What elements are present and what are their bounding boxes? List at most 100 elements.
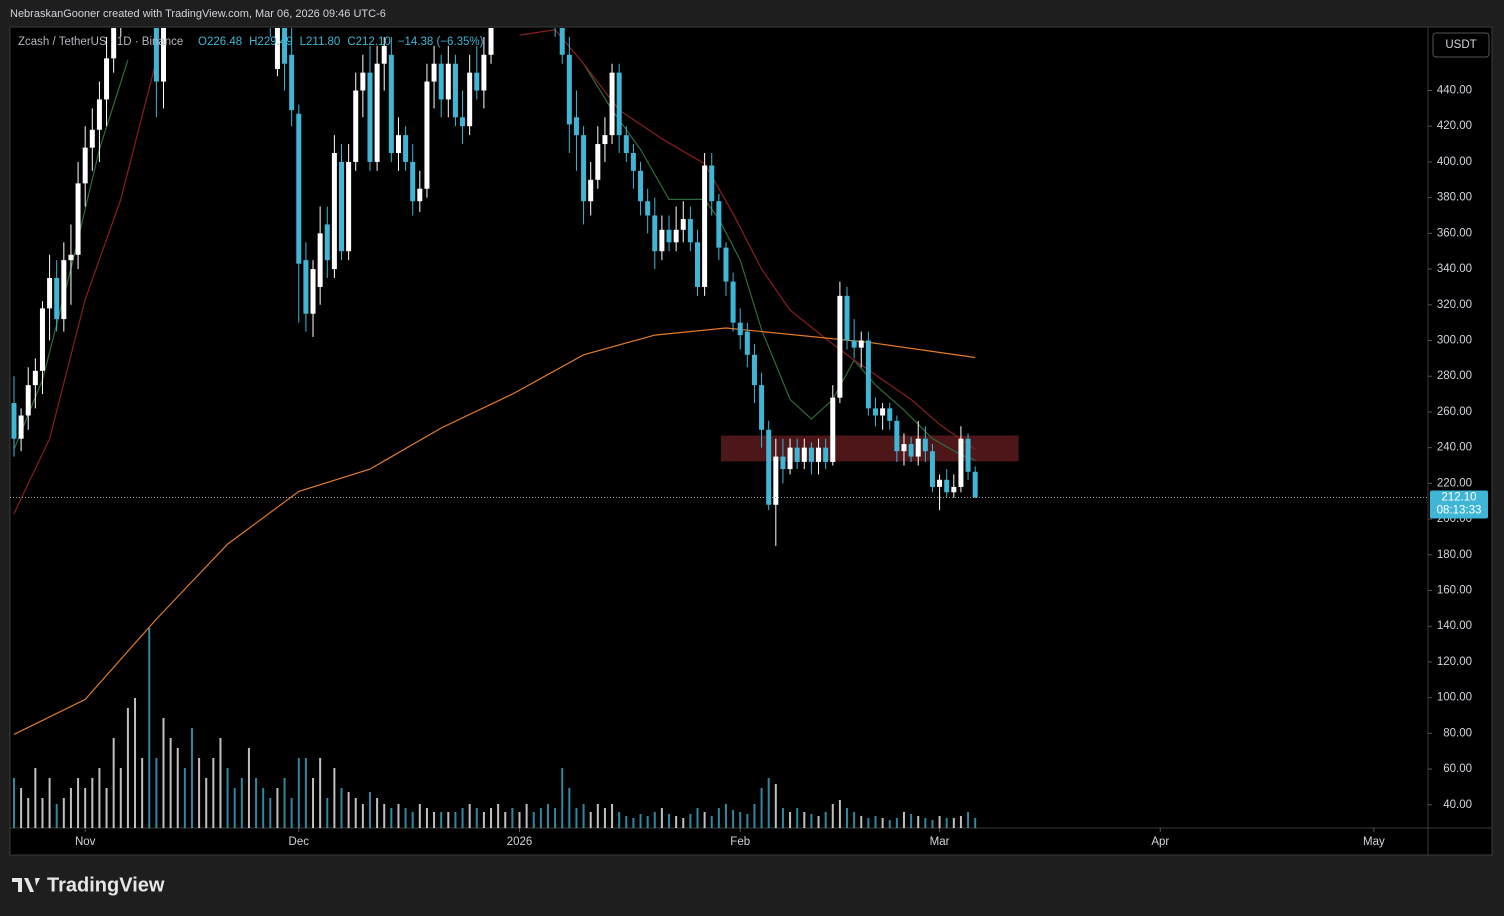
- volume-bar: [504, 812, 507, 828]
- candle-body: [652, 215, 658, 252]
- candle-body: [723, 247, 729, 282]
- candle-body: [894, 420, 900, 452]
- volume-bar: [141, 758, 144, 828]
- candle-body: [573, 117, 579, 136]
- candle-body: [709, 165, 715, 202]
- last-price-tag: [1430, 490, 1488, 519]
- candle-body: [830, 397, 836, 462]
- candle-body: [666, 229, 672, 243]
- candle-body: [659, 229, 665, 252]
- volume-bar: [105, 788, 108, 828]
- volume-bar: [668, 814, 671, 828]
- volume-bar: [710, 816, 713, 828]
- volume-bar: [447, 812, 450, 828]
- volume-bar: [703, 812, 706, 828]
- candle-body: [324, 224, 330, 261]
- volume-bar: [582, 804, 585, 828]
- volume-bar: [20, 788, 23, 828]
- currency-button[interactable]: [1432, 32, 1490, 58]
- candle-body: [96, 99, 102, 130]
- y-tick-label: 180.00: [1437, 549, 1472, 561]
- volume-bar: [276, 788, 279, 828]
- y-tick-label: 220.00: [1437, 477, 1472, 489]
- volume-bar: [226, 768, 229, 828]
- volume-bar: [568, 788, 571, 828]
- candle-body: [32, 370, 38, 386]
- volume-bar: [817, 816, 820, 828]
- candle-body: [595, 144, 601, 180]
- y-tick-label: 140.00: [1437, 620, 1472, 632]
- y-tick-label: 260.00: [1437, 406, 1472, 418]
- candle-body: [54, 278, 60, 320]
- candle-body: [773, 456, 779, 505]
- candle-body: [467, 72, 473, 127]
- candle-body: [638, 170, 644, 202]
- candle-body: [374, 63, 380, 162]
- candle-body: [929, 451, 935, 487]
- x-tick-label: 2026: [507, 836, 533, 848]
- candle-body: [331, 153, 337, 270]
- candle-body: [694, 242, 700, 287]
- volume-bar: [183, 768, 186, 828]
- volume-bar: [774, 784, 777, 828]
- volume-bar: [91, 778, 94, 828]
- volume-bar: [525, 804, 528, 828]
- x-tick-label: Apr: [1151, 836, 1169, 848]
- candle-body: [346, 161, 352, 252]
- candle-body: [388, 54, 394, 153]
- candle-body: [901, 444, 907, 452]
- volume-bar: [824, 812, 827, 828]
- volume-bar: [767, 778, 770, 828]
- volume-bar: [689, 814, 692, 828]
- candle-body: [616, 72, 622, 136]
- volume-bar: [967, 812, 970, 828]
- volume-bar: [860, 816, 863, 828]
- volume-bar: [55, 804, 58, 828]
- symbol-legend: Zcash / TetherUS · 1D · Binance: [18, 36, 183, 48]
- candle-body: [645, 201, 651, 216]
- candle-body: [47, 278, 53, 309]
- volume-bar: [326, 798, 329, 828]
- volume-bar: [853, 812, 856, 828]
- volume-bar: [959, 816, 962, 828]
- volume-bar: [810, 814, 813, 828]
- candle-body: [296, 113, 302, 264]
- candle-body: [751, 354, 757, 386]
- candle-body: [730, 281, 736, 323]
- candle-body: [623, 135, 629, 153]
- volume-bar: [931, 820, 934, 828]
- volume-bar: [347, 792, 350, 828]
- volume-bar: [881, 818, 884, 828]
- candle-body: [403, 135, 409, 162]
- candle-body: [161, 28, 167, 82]
- y-tick-label: 60.00: [1443, 763, 1472, 775]
- volume-bar: [511, 808, 514, 828]
- volume-bar: [660, 808, 663, 828]
- y-tick-label: 300.00: [1437, 335, 1472, 347]
- candle-body: [339, 161, 345, 252]
- volume-bar: [910, 814, 913, 828]
- candle-body: [25, 385, 31, 416]
- volume-bar: [376, 798, 379, 828]
- x-tick-label: Dec: [289, 836, 310, 848]
- volume-bar: [27, 798, 30, 828]
- candle-body: [865, 340, 871, 409]
- volume-bar: [240, 778, 243, 828]
- candle-body: [111, 28, 117, 59]
- y-tick-label: 400.00: [1437, 156, 1472, 168]
- volume-bar: [77, 778, 80, 828]
- ohlc-label: O226.48: [198, 36, 242, 48]
- candle-body: [282, 28, 288, 64]
- currency-label[interactable]: USDT: [1445, 39, 1476, 51]
- volume-bar: [789, 812, 792, 828]
- y-tick-label: 380.00: [1437, 192, 1472, 204]
- candle-body: [837, 295, 843, 398]
- volume-bar: [675, 816, 678, 828]
- volume-bar: [190, 728, 193, 828]
- y-tick-label: 340.00: [1437, 263, 1472, 275]
- candle-body: [887, 408, 893, 421]
- candle-body: [823, 447, 829, 462]
- volume-bar: [290, 798, 293, 828]
- candle-body: [816, 447, 822, 462]
